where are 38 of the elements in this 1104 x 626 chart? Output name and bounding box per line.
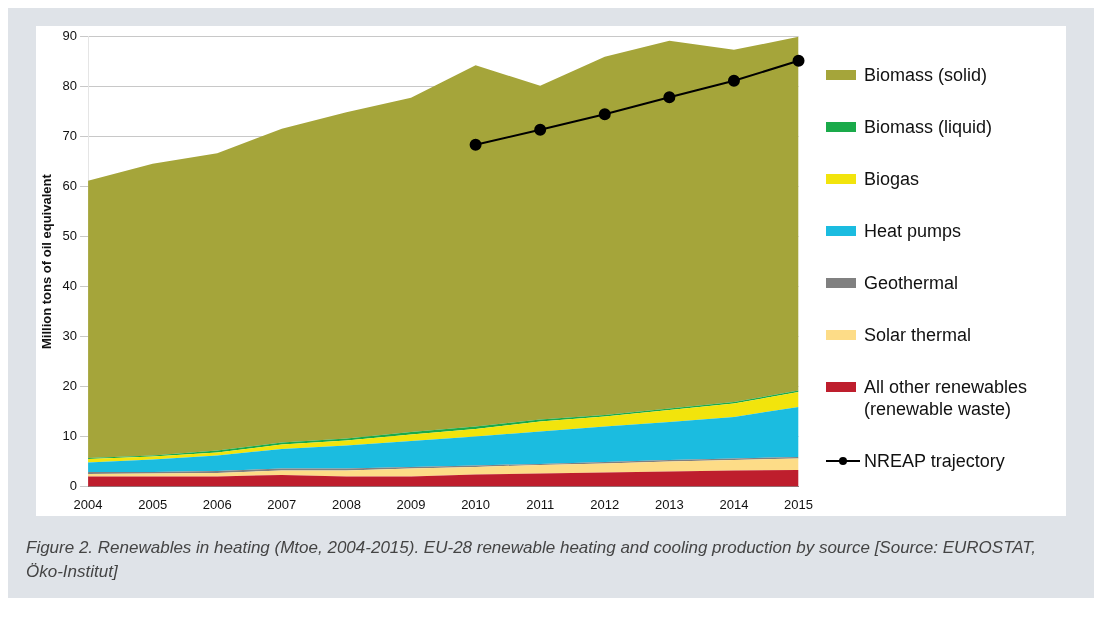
- y-tick-label: 70: [62, 128, 78, 144]
- point: [727, 74, 740, 87]
- x-tick-label: 2011: [526, 496, 555, 512]
- x-tick-label: 2012: [590, 496, 620, 512]
- x-tick-label: 2009: [396, 496, 426, 512]
- legend-label: Biogas: [864, 168, 920, 190]
- y-tick-label: 90: [62, 28, 78, 44]
- x-tick-label: 2015: [784, 496, 813, 512]
- y-tick-label: 40: [62, 278, 78, 294]
- x-tick-label: 2008: [331, 496, 361, 512]
- legend-label: Biomass (solid): [864, 64, 988, 86]
- y-tick-label: 30: [62, 328, 78, 344]
- legend-label: Heat pumps: [864, 220, 962, 242]
- x-tick-label: 2006: [202, 496, 232, 512]
- y-tick-label: 10: [62, 428, 78, 444]
- y-tick-label: 50: [62, 228, 78, 244]
- legend-label: Solar thermal: [864, 324, 972, 346]
- x-tick-label: 2007: [267, 496, 297, 512]
- x-tick-label: 2013: [654, 496, 684, 512]
- point: [469, 138, 482, 151]
- x-tick-label: 2014: [719, 496, 749, 512]
- y-tick-label: 20: [62, 378, 78, 394]
- x-tick-label: 2010: [461, 496, 491, 512]
- x-tick-label: 2005: [138, 496, 168, 512]
- point: [663, 91, 676, 104]
- y-axis-title: Million tons of oil equivalent: [39, 173, 55, 349]
- x-tick-label: 2004: [73, 496, 103, 512]
- point: [598, 108, 611, 121]
- point: [792, 54, 805, 67]
- y-tick-label: 60: [62, 178, 78, 194]
- caption: Figure 2. Renewables in heating (Mtoe, 2004-2015). EU-28 renewable heating and cooling production by source [Source: EUROSTAT, Öko-Institut]: [26, 537, 1037, 583]
- legend-label: All other renewables (renewable waste): [864, 376, 1029, 420]
- legend-label: NREAP trajectory: [864, 450, 1005, 472]
- legend-label: Biomass (liquid): [864, 116, 993, 138]
- y-tick-label: 0: [69, 477, 78, 493]
- point: [534, 123, 547, 136]
- legend-label: Geothermal: [864, 272, 959, 294]
- y-tick-label: 80: [62, 78, 78, 94]
